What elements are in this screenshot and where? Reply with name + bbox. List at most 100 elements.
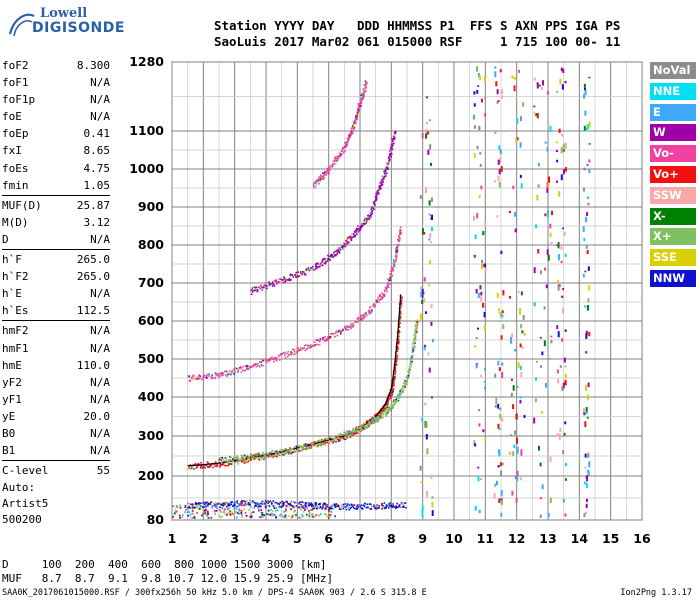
echo-point bbox=[286, 505, 288, 507]
noise-echo bbox=[557, 331, 560, 338]
echo-point bbox=[279, 282, 281, 285]
noise-echo bbox=[546, 210, 549, 215]
es-echo bbox=[179, 506, 182, 509]
echo-point bbox=[321, 338, 324, 341]
echo-point bbox=[373, 303, 375, 305]
legend-item: NNW bbox=[650, 269, 696, 287]
noise-echo bbox=[562, 499, 565, 503]
noise-echo bbox=[497, 175, 500, 182]
echo-point bbox=[318, 344, 320, 346]
echo-point bbox=[276, 453, 279, 455]
echo-point bbox=[376, 190, 379, 192]
echo-point bbox=[284, 453, 286, 455]
noise-echo bbox=[497, 308, 500, 312]
echo-point bbox=[188, 505, 191, 508]
echo-point bbox=[336, 160, 339, 162]
echo-point bbox=[331, 164, 333, 167]
echo-point bbox=[261, 500, 264, 503]
noise-echo bbox=[500, 512, 503, 517]
echo-point bbox=[326, 504, 328, 507]
echo-point bbox=[377, 414, 379, 417]
echo-point bbox=[301, 449, 304, 452]
echo-point bbox=[361, 223, 363, 225]
echo-point bbox=[236, 502, 239, 504]
echo-point bbox=[275, 279, 278, 281]
noise-echo bbox=[587, 304, 590, 311]
noise-echo bbox=[430, 321, 433, 326]
echo-point bbox=[363, 220, 365, 222]
echo-point bbox=[252, 499, 255, 502]
echo-point bbox=[330, 333, 332, 335]
echo-point bbox=[376, 299, 378, 301]
echo-point bbox=[275, 360, 278, 362]
echo-point bbox=[252, 290, 255, 292]
noise-echo bbox=[502, 324, 505, 330]
echo-point bbox=[379, 298, 382, 300]
es-echo bbox=[213, 509, 216, 512]
noise-echo bbox=[482, 429, 485, 433]
echo-point bbox=[314, 501, 317, 504]
noise-echo bbox=[587, 382, 590, 388]
echo-point bbox=[207, 466, 209, 468]
echo-point bbox=[359, 504, 361, 507]
echo-point bbox=[315, 184, 317, 187]
echo-point bbox=[212, 502, 215, 505]
echo-point bbox=[318, 182, 320, 185]
echo-point bbox=[357, 231, 360, 233]
echo-point bbox=[272, 505, 275, 507]
echo-point bbox=[385, 172, 388, 174]
noise-echo bbox=[480, 98, 483, 103]
echo-point bbox=[204, 503, 206, 506]
echo-point bbox=[386, 401, 389, 404]
echo-point bbox=[387, 283, 389, 286]
noise-echo bbox=[535, 360, 538, 363]
echo-point bbox=[381, 504, 383, 507]
echo-point bbox=[364, 425, 366, 428]
param-row: h`E N/A bbox=[2, 285, 110, 302]
noise-echo bbox=[473, 103, 476, 107]
echo-point bbox=[207, 502, 210, 505]
echo-point bbox=[295, 348, 298, 350]
echo-point bbox=[301, 445, 303, 448]
echo-point bbox=[216, 503, 219, 505]
param-name: hmF2 bbox=[2, 324, 29, 338]
noise-echo bbox=[500, 490, 503, 497]
noise-echo bbox=[584, 127, 587, 132]
es-echo bbox=[249, 513, 252, 516]
es-echo bbox=[186, 511, 189, 514]
echo-point bbox=[189, 507, 191, 509]
echo-point bbox=[273, 454, 276, 457]
echo-point bbox=[335, 332, 338, 335]
echo-point bbox=[395, 252, 397, 255]
echo-point bbox=[390, 147, 392, 149]
echo-point bbox=[239, 459, 241, 461]
echo-point bbox=[375, 198, 378, 200]
echo-point bbox=[289, 273, 292, 276]
es-echo bbox=[244, 512, 247, 514]
echo-point bbox=[221, 460, 224, 463]
noise-echo bbox=[421, 515, 424, 518]
echo-point bbox=[344, 149, 346, 152]
echo-point bbox=[326, 260, 329, 262]
es-echo bbox=[224, 504, 226, 506]
echo-point bbox=[368, 217, 371, 220]
noise-echo bbox=[588, 159, 591, 163]
echo-point bbox=[289, 452, 292, 454]
echo-point bbox=[228, 460, 231, 462]
echo-point bbox=[354, 235, 356, 238]
echo-point bbox=[202, 506, 204, 509]
noise-echo bbox=[516, 386, 519, 388]
echo-point bbox=[196, 375, 199, 378]
echo-point bbox=[289, 451, 292, 453]
echo-point bbox=[394, 370, 396, 373]
echo-point bbox=[373, 416, 376, 419]
es-echo bbox=[191, 512, 194, 515]
noise-echo bbox=[556, 280, 559, 284]
es-echo bbox=[291, 516, 293, 519]
echo-point bbox=[219, 466, 221, 468]
echo-point bbox=[326, 506, 329, 508]
echo-point bbox=[304, 344, 307, 346]
echo-point bbox=[402, 502, 405, 505]
autoscaling-info: Auto: Artist5 500200 bbox=[2, 480, 48, 528]
echo-point bbox=[312, 267, 314, 270]
